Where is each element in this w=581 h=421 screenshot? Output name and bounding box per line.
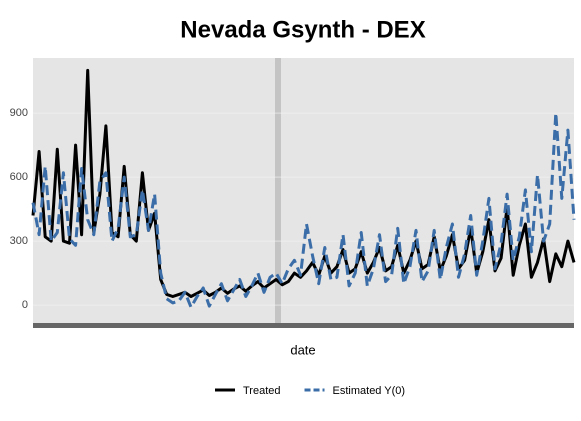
y-tick-label: 0	[22, 299, 28, 311]
legend-label: Treated	[243, 385, 281, 397]
x-axis-label: date	[290, 342, 315, 357]
legend-label: Estimated Y(0)	[333, 385, 406, 397]
y-tick-label: 600	[10, 171, 28, 183]
series-line	[31, 111, 576, 309]
treatment-band	[275, 58, 281, 323]
x-tick-strip	[33, 323, 574, 328]
plot-background	[33, 58, 574, 323]
chart-title: Nevada Gsynth - DEX	[180, 16, 425, 43]
y-tick-label: 900	[10, 107, 28, 119]
y-tick-label: 300	[10, 235, 28, 247]
